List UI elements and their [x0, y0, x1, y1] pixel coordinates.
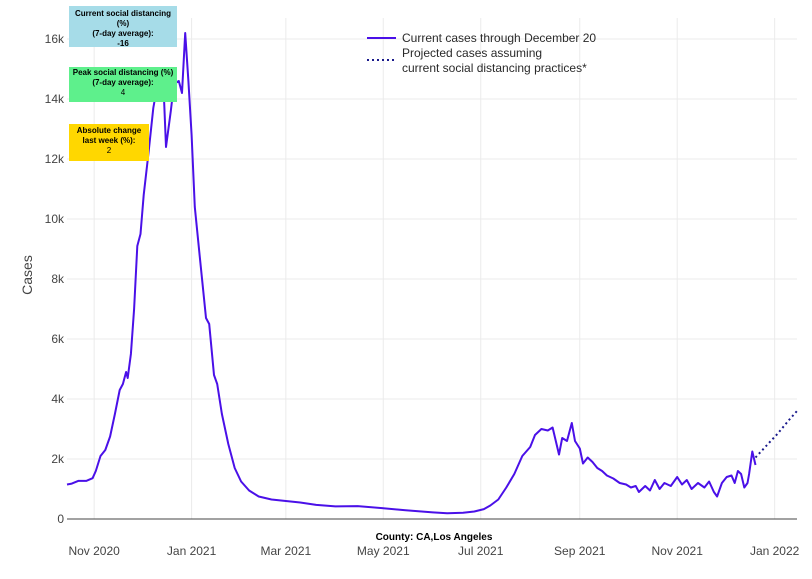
- series-lines: [66, 32, 798, 515]
- legend[interactable]: Current cases through December 20Project…: [367, 31, 596, 75]
- y-tick-label: 4k: [51, 392, 65, 406]
- legend-current-label[interactable]: Current cases through December 20: [402, 31, 596, 45]
- x-tick-label: Jul 2021: [458, 544, 504, 558]
- y-axis-title: Cases: [19, 255, 35, 295]
- x-tick-label: Sep 2021: [554, 544, 606, 558]
- x-tick-label: Mar 2021: [260, 544, 311, 558]
- y-tick-label: 2k: [51, 452, 65, 466]
- current-social-distancing-box: Current social distancing (%) (7-day ave…: [69, 6, 177, 48]
- absolute-change-label: Absolute change last week (%):: [76, 126, 142, 145]
- y-tick-label: 8k: [51, 272, 65, 286]
- y-tick-labels: 0 2k 4k 6k 8k 10k 12k 14k 16k: [45, 32, 65, 526]
- absolute-change-value: 2: [106, 146, 112, 155]
- y-tick-label: 14k: [45, 92, 65, 106]
- x-axis-title: County: CA,Los Angeles: [376, 532, 493, 543]
- x-tick-label: Nov 2021: [652, 544, 704, 558]
- peak-social-distancing-value: 4: [120, 88, 126, 97]
- gridlines: [67, 18, 797, 519]
- x-tick-label: Nov 2020: [68, 544, 120, 558]
- y-tick-label: 16k: [45, 32, 65, 46]
- x-tick-label: May 2021: [357, 544, 410, 558]
- y-tick-label: 10k: [45, 212, 65, 226]
- x-tick-labels: Nov 2020 Jan 2021 Mar 2021 May 2021 Jul 2021…: [68, 544, 799, 558]
- x-tick-label: Jan 2021: [167, 544, 217, 558]
- absolute-change-box: Absolute change last week (%): 2: [69, 124, 149, 161]
- peak-social-distancing-box: Peak social distancing (%) (7-day averag…: [69, 67, 177, 102]
- y-tick-label: 6k: [51, 332, 65, 346]
- current-cases-line: [66, 32, 757, 515]
- legend-projected-label[interactable]: Projected cases assuming current social d…: [402, 46, 587, 75]
- current-social-distancing-label: Current social distancing (%) (7-day ave…: [74, 9, 172, 38]
- y-tick-label: 0: [57, 512, 64, 526]
- x-tick-label: Jan 2022: [750, 544, 800, 558]
- y-tick-label: 12k: [45, 152, 65, 166]
- peak-social-distancing-label: Peak social distancing (%) (7-day averag…: [72, 68, 174, 87]
- projected-cases-line: [754, 410, 798, 459]
- current-social-distancing-value: -16: [117, 39, 129, 48]
